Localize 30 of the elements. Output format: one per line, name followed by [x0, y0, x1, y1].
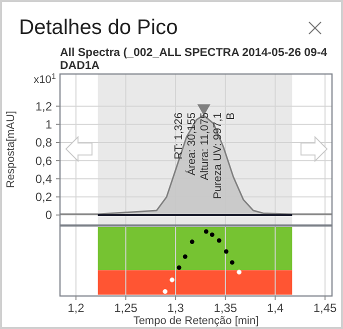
y-tick-label: 0,2: [35, 190, 52, 204]
point: [210, 232, 214, 237]
y-tick-label: 0,8: [35, 136, 52, 150]
point: [230, 260, 234, 265]
point: [224, 249, 228, 254]
point: [182, 254, 188, 259]
y-tick-label: 0,4: [35, 172, 52, 186]
y-tick-label: 1: [45, 118, 52, 132]
chart-subtitle: All Spectra (_002_ALL SPECTRA 2014-05-26 09-4 DAD1A: [60, 47, 328, 72]
x-tick-label: 1,25: [114, 301, 138, 315]
point: [216, 238, 222, 243]
annotation: RT: 1,326 Área: 30,155 Altura: 11,075 Pureza UV: 997,1 B: [172, 112, 237, 199]
chart-title: Detalhes do Pico: [19, 16, 178, 39]
point: [236, 270, 242, 275]
y-tick-label: 0,6: [35, 154, 52, 168]
x-tick-label: 1,45: [313, 301, 338, 315]
x-tick-label: 1,35: [214, 301, 238, 315]
y-axis-title: Resposta[mAU]: [5, 110, 17, 188]
x-tick-label: 1,3: [167, 301, 184, 315]
point: [170, 277, 175, 282]
x-tick-label: 1,4: [266, 301, 284, 315]
x-axis-title: Tempo de Retenção [min]: [133, 315, 259, 327]
point: [176, 265, 182, 270]
y-tick-label: 1,2: [35, 99, 52, 114]
point: [204, 229, 208, 234]
point: [162, 288, 168, 294]
text: x10$^{1}$: [34, 72, 56, 86]
x-tick-label: 1,2: [68, 301, 85, 315]
y-tick-label: 0: [45, 208, 52, 222]
point: [190, 240, 194, 244]
